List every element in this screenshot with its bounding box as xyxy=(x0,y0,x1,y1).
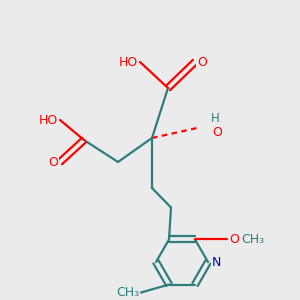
Text: HO: HO xyxy=(119,56,138,68)
Text: HO: HO xyxy=(39,113,58,127)
Text: N: N xyxy=(212,256,221,268)
Text: O: O xyxy=(48,155,58,169)
Text: O: O xyxy=(212,127,222,140)
Text: CH₃: CH₃ xyxy=(241,233,264,246)
Text: O: O xyxy=(229,233,239,246)
Text: H: H xyxy=(211,112,219,124)
Text: O: O xyxy=(197,56,207,68)
Text: CH₃: CH₃ xyxy=(116,286,139,299)
